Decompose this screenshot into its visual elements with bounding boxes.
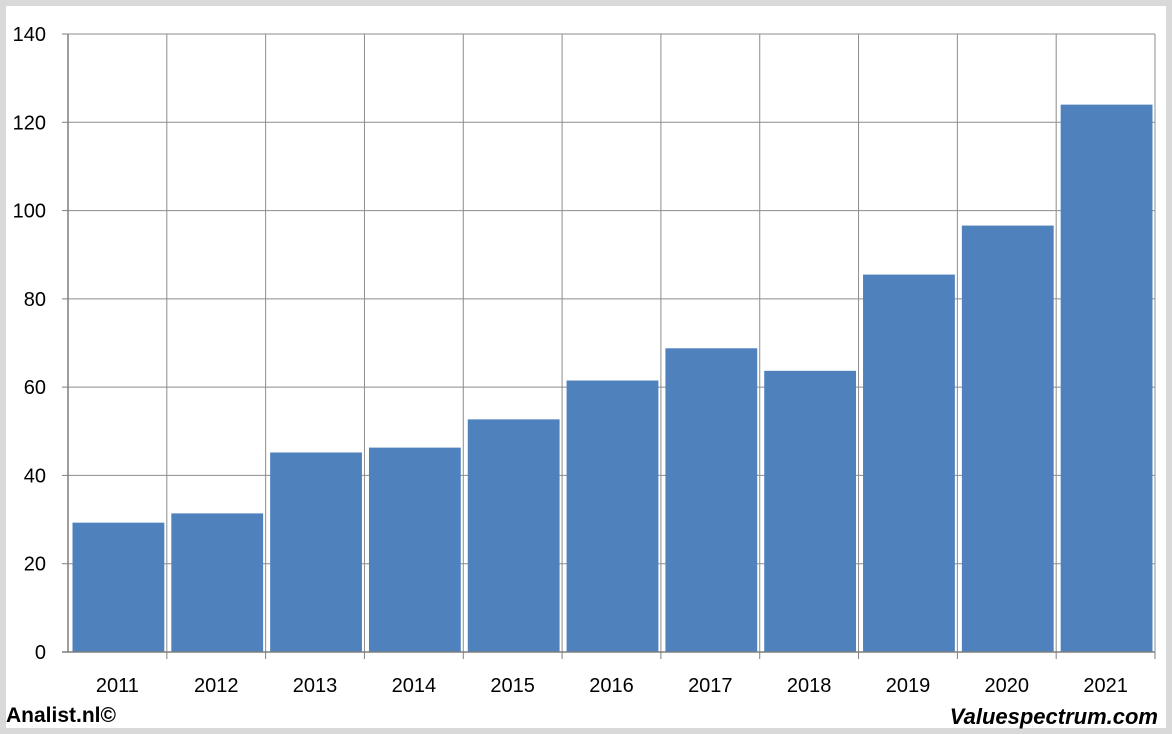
bar-2015 <box>467 419 560 652</box>
source-label: Analist.nl© <box>6 704 116 727</box>
x-tick-label-2013: 2013 <box>293 675 338 697</box>
site-label: Valuespectrum.com <box>949 704 1158 729</box>
y-tick-label-0: 0 <box>35 642 46 664</box>
x-tick-label-2014: 2014 <box>392 675 437 697</box>
bar-2013 <box>270 452 362 652</box>
x-tick-label-2017: 2017 <box>688 675 733 697</box>
x-tick-label-2012: 2012 <box>194 675 239 697</box>
bar-2018 <box>764 370 857 652</box>
bar-2012 <box>171 513 264 652</box>
y-tick-label-5: 100 <box>13 201 46 223</box>
y-tick-label-6: 120 <box>13 112 46 134</box>
bar-2016 <box>566 380 659 652</box>
y-tick-labels: 0 20 40 60 80 100 120 140 <box>13 24 46 664</box>
bar-2021 <box>1060 104 1153 653</box>
bar-2011 <box>72 522 165 652</box>
bar-2019 <box>863 274 955 652</box>
x-tick-label-2018: 2018 <box>787 675 832 697</box>
x-tick-label-2020: 2020 <box>985 675 1030 697</box>
bar-2014 <box>368 447 461 652</box>
x-tick-labels: 2011 2012 2013 2014 2015 2016 2017 2018 2019 2020… <box>96 675 1128 697</box>
y-tick-label-4: 80 <box>24 289 46 311</box>
bars <box>72 104 1153 653</box>
x-tick-label-2016: 2016 <box>589 675 634 697</box>
axes <box>62 33 1156 659</box>
y-tick-label-2: 40 <box>24 465 46 487</box>
x-tick-label-2015: 2015 <box>490 675 535 697</box>
bar-2020 <box>961 225 1054 652</box>
x-tick-label-2019: 2019 <box>886 675 931 697</box>
y-tick-label-3: 60 <box>24 377 46 399</box>
x-tick-label-2011: 2011 <box>96 675 139 697</box>
y-tick-label-7: 140 <box>13 24 46 46</box>
y-tick-label-1: 20 <box>24 554 46 576</box>
bar-2017 <box>665 348 758 652</box>
x-tick-label-2021: 2021 <box>1083 675 1128 697</box>
